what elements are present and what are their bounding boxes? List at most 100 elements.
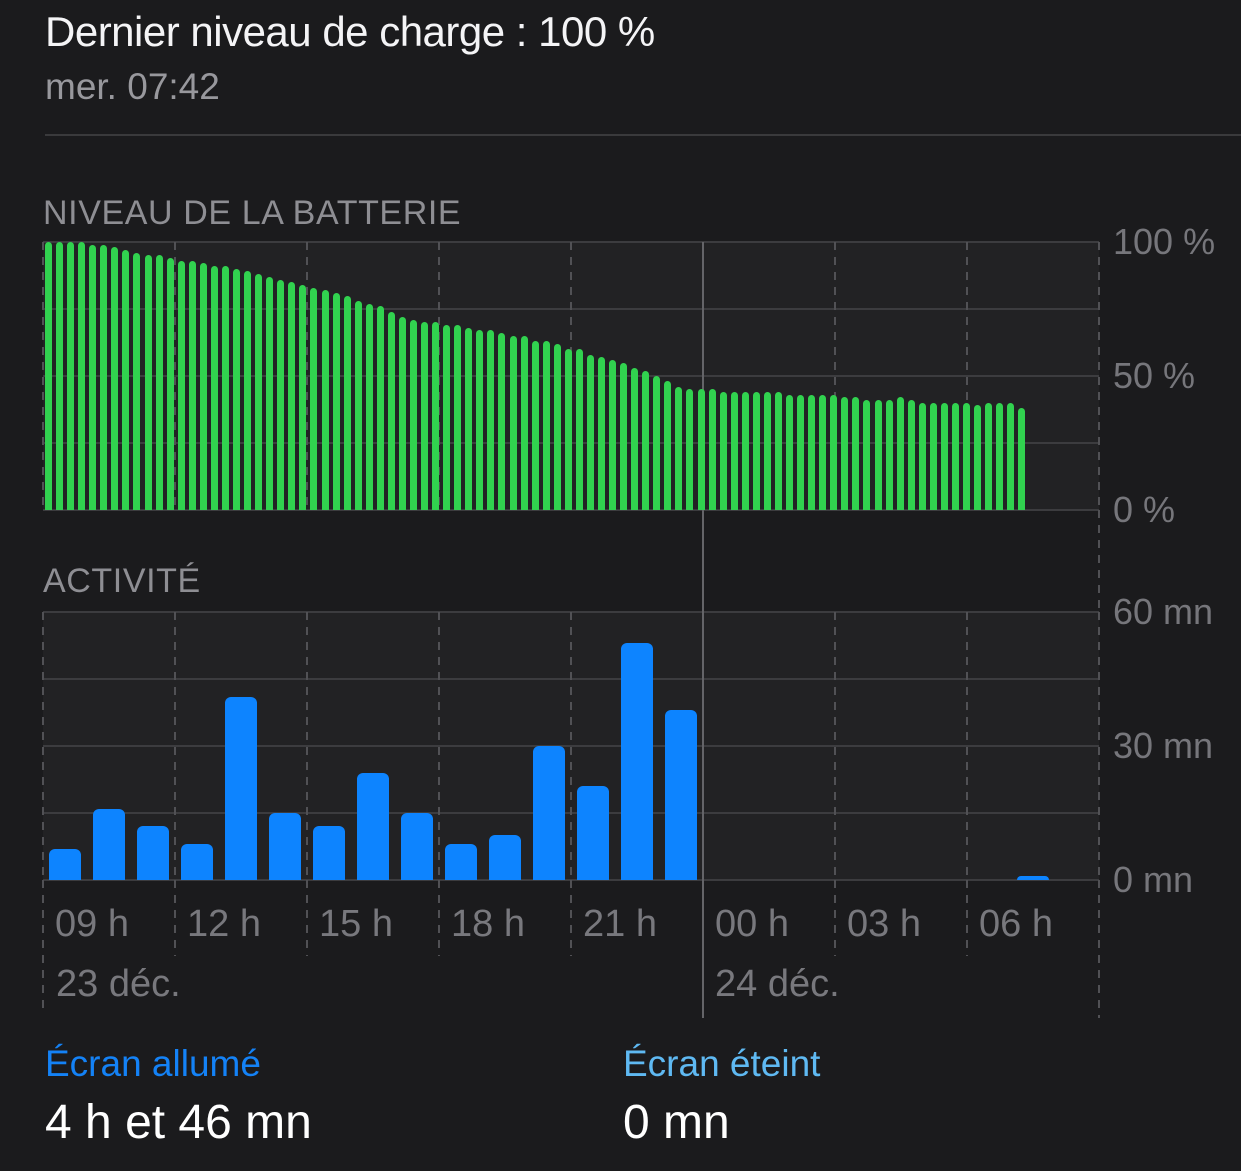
- battery-bar[interactable]: [144, 255, 152, 510]
- battery-bar[interactable]: [199, 263, 207, 510]
- battery-bar[interactable]: [67, 242, 75, 510]
- battery-bar[interactable]: [78, 242, 86, 510]
- battery-bar[interactable]: [974, 405, 982, 510]
- battery-bar[interactable]: [642, 370, 650, 510]
- battery-bar[interactable]: [575, 349, 583, 510]
- battery-bar[interactable]: [1018, 408, 1026, 510]
- battery-bar[interactable]: [664, 381, 672, 510]
- battery-bar[interactable]: [354, 300, 362, 510]
- battery-bar[interactable]: [631, 367, 639, 510]
- battery-bar[interactable]: [421, 322, 429, 510]
- battery-bar[interactable]: [852, 397, 860, 510]
- battery-bar[interactable]: [940, 402, 948, 510]
- battery-bar[interactable]: [929, 402, 937, 510]
- battery-bar[interactable]: [244, 271, 252, 510]
- battery-bar[interactable]: [310, 287, 318, 510]
- battery-bar[interactable]: [509, 335, 517, 510]
- battery-bar[interactable]: [609, 359, 617, 510]
- battery-bar[interactable]: [288, 282, 296, 510]
- battery-bar[interactable]: [233, 268, 241, 510]
- battery-bar[interactable]: [962, 402, 970, 510]
- battery-bar[interactable]: [520, 335, 528, 510]
- battery-bar[interactable]: [951, 402, 959, 510]
- battery-bar[interactable]: [454, 325, 462, 510]
- battery-bar[interactable]: [708, 389, 716, 510]
- battery-bar[interactable]: [321, 290, 329, 510]
- activity-bar[interactable]: [577, 786, 609, 880]
- battery-bar[interactable]: [299, 284, 307, 510]
- battery-bar[interactable]: [697, 389, 705, 510]
- battery-bar[interactable]: [409, 319, 417, 510]
- battery-bar[interactable]: [774, 392, 782, 510]
- battery-bar[interactable]: [675, 386, 683, 510]
- battery-bar[interactable]: [111, 247, 119, 510]
- battery-bar[interactable]: [465, 327, 473, 510]
- battery-bar[interactable]: [332, 292, 340, 510]
- battery-bar[interactable]: [343, 295, 351, 510]
- activity-bar[interactable]: [401, 813, 433, 880]
- activity-bar[interactable]: [357, 772, 389, 880]
- battery-bar[interactable]: [841, 397, 849, 510]
- battery-bar[interactable]: [896, 397, 904, 510]
- battery-bar[interactable]: [1007, 402, 1015, 510]
- battery-bar[interactable]: [653, 376, 661, 510]
- battery-bar[interactable]: [188, 260, 196, 510]
- battery-bar[interactable]: [177, 260, 185, 510]
- battery-bar[interactable]: [741, 392, 749, 510]
- battery-bar[interactable]: [221, 266, 229, 510]
- activity-bar[interactable]: [621, 643, 653, 880]
- battery-bar[interactable]: [752, 392, 760, 510]
- battery-bar[interactable]: [996, 402, 1004, 510]
- battery-bar[interactable]: [498, 333, 506, 510]
- activity-bar[interactable]: [225, 696, 257, 880]
- battery-bar[interactable]: [45, 242, 52, 510]
- battery-bar[interactable]: [620, 362, 628, 510]
- battery-bar[interactable]: [907, 400, 915, 510]
- activity-bar[interactable]: [665, 710, 697, 880]
- battery-bar[interactable]: [531, 341, 539, 510]
- battery-bar[interactable]: [398, 317, 406, 510]
- activity-bar[interactable]: [313, 826, 345, 880]
- battery-bar[interactable]: [133, 252, 141, 510]
- battery-bar[interactable]: [432, 322, 440, 510]
- activity-bar[interactable]: [269, 813, 301, 880]
- battery-bar[interactable]: [365, 303, 373, 510]
- battery-bar[interactable]: [376, 306, 384, 510]
- battery-bar[interactable]: [443, 325, 451, 510]
- battery-bar[interactable]: [730, 392, 738, 510]
- activity-bar[interactable]: [1017, 875, 1049, 880]
- battery-bar[interactable]: [686, 389, 694, 510]
- battery-bar[interactable]: [763, 392, 771, 510]
- battery-bar[interactable]: [719, 392, 727, 510]
- battery-bar[interactable]: [553, 343, 561, 510]
- battery-bar[interactable]: [918, 402, 926, 510]
- battery-bar[interactable]: [255, 274, 263, 510]
- battery-bar[interactable]: [819, 394, 827, 510]
- battery-bar[interactable]: [89, 244, 97, 510]
- battery-bar[interactable]: [885, 400, 893, 510]
- battery-bar[interactable]: [797, 394, 805, 510]
- battery-bar[interactable]: [830, 394, 838, 510]
- activity-bar[interactable]: [445, 844, 477, 880]
- battery-bar[interactable]: [808, 394, 816, 510]
- battery-bar[interactable]: [266, 276, 274, 510]
- battery-bar[interactable]: [874, 400, 882, 510]
- battery-bar[interactable]: [56, 242, 64, 510]
- activity-bar[interactable]: [137, 826, 169, 880]
- activity-bar[interactable]: [533, 746, 565, 880]
- battery-bar[interactable]: [387, 311, 395, 510]
- activity-bar[interactable]: [181, 844, 213, 880]
- activity-bar[interactable]: [489, 835, 521, 880]
- battery-bar[interactable]: [985, 402, 993, 510]
- battery-bar[interactable]: [122, 250, 130, 510]
- battery-bar[interactable]: [564, 349, 572, 510]
- battery-bar[interactable]: [476, 330, 484, 510]
- battery-bar[interactable]: [586, 354, 594, 510]
- activity-bar[interactable]: [93, 808, 125, 880]
- battery-bar[interactable]: [786, 394, 794, 510]
- battery-bar[interactable]: [155, 255, 163, 510]
- activity-bar[interactable]: [49, 848, 81, 880]
- battery-bar[interactable]: [487, 330, 495, 510]
- battery-bar[interactable]: [100, 244, 108, 510]
- battery-bar[interactable]: [863, 400, 871, 510]
